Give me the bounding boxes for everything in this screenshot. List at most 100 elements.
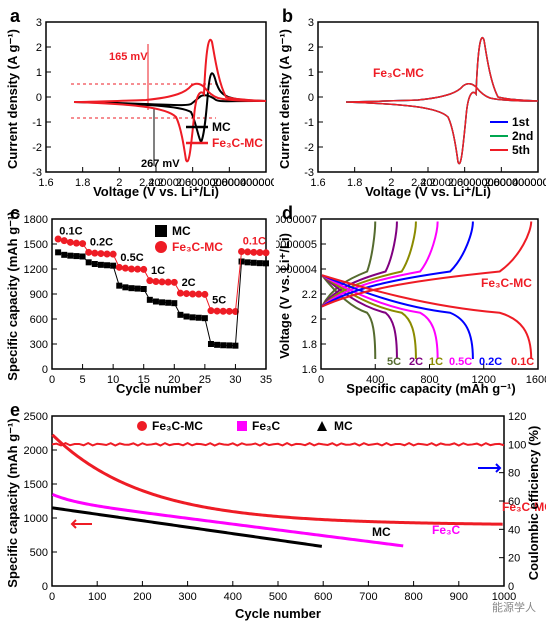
panel-e-label: e <box>10 400 20 421</box>
panel-e-svg: 01002003004005006007008009001000 0500100… <box>4 398 546 623</box>
a-xlabel: Voltage (V vs. Li⁺/Li) <box>93 184 219 199</box>
panel-b-label: b <box>282 6 293 27</box>
svg-text:-3: -3 <box>304 167 314 179</box>
svg-text:2: 2 <box>36 42 42 54</box>
svg-text:0.1C: 0.1C <box>59 225 82 237</box>
panel-c-label: c <box>10 203 20 224</box>
svg-text:0: 0 <box>42 364 48 376</box>
svg-text:1: 1 <box>36 67 42 79</box>
svg-text:1.8: 1.8 <box>302 339 317 351</box>
d-xlabel: Specific capacity (mAh g⁻¹) <box>346 381 515 396</box>
svg-text:0.5C: 0.5C <box>120 252 143 264</box>
panel-d-label: d <box>282 203 293 224</box>
svg-text:30: 30 <box>229 374 241 386</box>
panel-b-svg: 1.61.822.22.40000000000000042.6000000000… <box>276 4 546 199</box>
svg-text:0.2C: 0.2C <box>479 356 502 368</box>
svg-text:1: 1 <box>308 67 314 79</box>
svg-text:1.6: 1.6 <box>302 364 317 376</box>
svg-text:0: 0 <box>508 581 514 593</box>
svg-text:0: 0 <box>49 374 55 386</box>
svg-text:900: 900 <box>30 289 48 301</box>
svg-text:1000: 1000 <box>24 513 48 525</box>
svg-text:0: 0 <box>49 591 55 603</box>
panel-a: a 1.61.822.22.40000000000000042.60000000… <box>4 4 274 199</box>
svg-text:0.1C: 0.1C <box>511 356 534 368</box>
svg-text:2.2: 2.2 <box>302 289 317 301</box>
legend-e-mc: MC <box>334 419 353 433</box>
svg-text:2000: 2000 <box>24 445 48 457</box>
svg-text:400: 400 <box>224 591 242 603</box>
d-ylabel: Voltage (V vs. Li⁺/Li) <box>277 233 292 359</box>
panel-d-svg: 040080012001600 1.61.822.22.400000000000… <box>276 201 546 396</box>
anno-165: 165 mV <box>109 51 148 63</box>
legend-a-fe3c: Fe₃C-MC <box>212 136 263 150</box>
svg-text:0.2C: 0.2C <box>90 237 113 249</box>
legend-e-fe3cmc: Fe₃C-MC <box>152 419 203 433</box>
svg-text:3: 3 <box>36 17 42 29</box>
svg-text:0: 0 <box>318 374 324 386</box>
svg-text:-1: -1 <box>32 117 42 129</box>
legend-a-mc: MC <box>212 120 231 134</box>
figure-grid: a 1.61.822.22.40000000000000042.60000000… <box>4 4 546 623</box>
e-xlabel: Cycle number <box>235 606 321 621</box>
svg-text:1.8: 1.8 <box>75 177 90 189</box>
svg-text:Fe₃C: Fe₃C <box>432 523 461 537</box>
c-ylabel: Specific capacity (mAh g⁻¹) <box>5 211 20 380</box>
panel-a-label: a <box>10 6 20 27</box>
legend-b-1st: 1st <box>512 115 529 129</box>
svg-text:600: 600 <box>314 591 332 603</box>
svg-text:100: 100 <box>508 439 526 451</box>
anno-267: 267 mV <box>141 158 180 170</box>
a-ylabel: Current density (A g⁻¹) <box>5 29 20 169</box>
e-y2label: Coulombic efficiency (%) <box>526 426 541 581</box>
svg-text:5: 5 <box>80 374 86 386</box>
svg-text:2: 2 <box>308 42 314 54</box>
svg-text:2.8000000000000007: 2.8000000000000007 <box>484 177 546 189</box>
panel-c-svg: 05101520253035 0300600900120015001800 0.… <box>4 201 274 396</box>
svg-text:35: 35 <box>260 374 272 386</box>
svg-text:0: 0 <box>42 581 48 593</box>
svg-text:2C: 2C <box>409 356 423 368</box>
svg-text:300: 300 <box>178 591 196 603</box>
svg-text:500: 500 <box>269 591 287 603</box>
svg-text:120: 120 <box>508 411 526 423</box>
svg-text:1500: 1500 <box>24 239 48 251</box>
b-sample: Fe₃C-MC <box>373 66 424 80</box>
svg-text:0.5C: 0.5C <box>449 356 472 368</box>
svg-text:1C: 1C <box>151 265 165 277</box>
svg-text:-1: -1 <box>304 117 314 129</box>
svg-text:-3: -3 <box>32 167 42 179</box>
legend-b-5th: 5th <box>512 143 530 157</box>
svg-text:MC: MC <box>372 525 391 539</box>
svg-text:0: 0 <box>308 92 314 104</box>
svg-text:1600: 1600 <box>526 374 546 386</box>
legend-c-mc: MC <box>172 224 191 238</box>
panel-b: b 1.61.822.22.40000000000000042.60000000… <box>276 4 546 199</box>
watermark: 能源学人 <box>492 599 536 615</box>
svg-text:1800: 1800 <box>24 214 48 226</box>
c-xlabel: Cycle number <box>116 381 202 396</box>
svg-text:900: 900 <box>450 591 468 603</box>
svg-text:-2: -2 <box>304 142 314 154</box>
svg-text:300: 300 <box>30 339 48 351</box>
svg-text:3: 3 <box>308 17 314 29</box>
svg-text:80: 80 <box>508 468 520 480</box>
svg-text:1200: 1200 <box>24 264 48 276</box>
svg-text:100: 100 <box>88 591 106 603</box>
svg-text:1.8: 1.8 <box>347 177 362 189</box>
svg-text:700: 700 <box>359 591 377 603</box>
legend-b-2nd: 2nd <box>512 129 533 143</box>
panel-c: c 05101520253035 0300600900120015001800 … <box>4 201 274 396</box>
svg-text:2: 2 <box>311 314 317 326</box>
svg-text:40: 40 <box>508 524 520 536</box>
svg-text:20: 20 <box>508 553 520 565</box>
svg-text:600: 600 <box>30 314 48 326</box>
e-ylabel: Specific capacity (mAh g⁻¹) <box>5 418 20 587</box>
svg-text:200: 200 <box>133 591 151 603</box>
b-ylabel: Current density (A g⁻¹) <box>277 29 292 169</box>
svg-text:5C: 5C <box>212 294 226 306</box>
b-xlabel: Voltage (V vs. Li⁺/Li) <box>365 184 491 199</box>
panel-d: d 040080012001600 1.61.822.22.4000000000… <box>276 201 546 396</box>
svg-text:1C: 1C <box>429 356 443 368</box>
svg-text:500: 500 <box>30 547 48 559</box>
